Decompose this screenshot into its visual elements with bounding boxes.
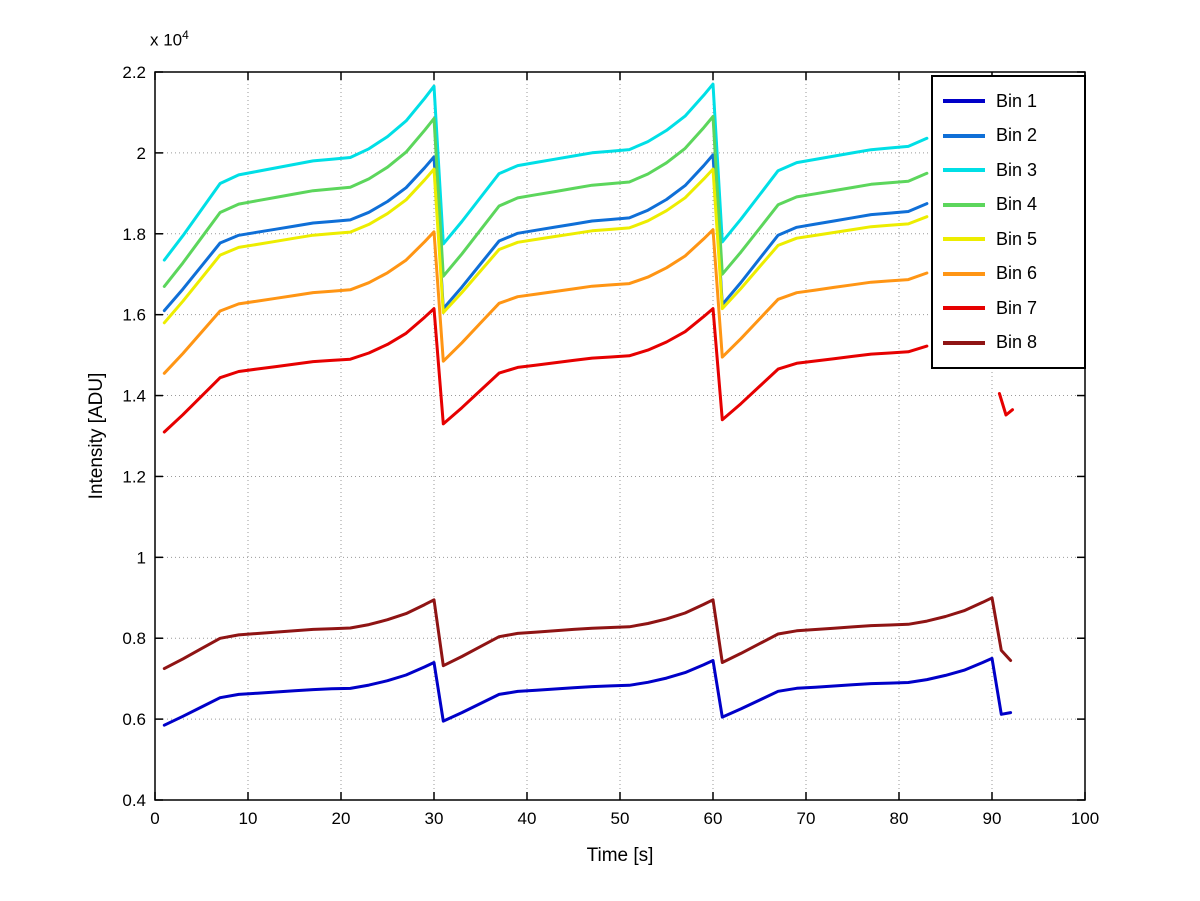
x-tick-label: 0 (150, 809, 159, 828)
legend-label: Bin 7 (996, 297, 1038, 318)
x-tick-label: 60 (704, 809, 723, 828)
series-line-bin-7 (997, 392, 1014, 417)
legend-entry: Bin 6 (943, 257, 1074, 292)
x-tick-label: 70 (797, 809, 816, 828)
series-line-bin-8 (162, 596, 1013, 671)
legend-box: Bin 1 Bin 2 Bin 3 Bin 4 Bin 5 Bin 6 Bin 7 Bin 8 (931, 75, 1086, 369)
series-line-bin-5 (162, 167, 929, 325)
grid-lines (155, 72, 1085, 800)
legend-entry: Bin 1 (943, 84, 1074, 119)
legend-line-swatch (943, 306, 985, 311)
x-tick-label: 90 (983, 809, 1002, 828)
legend-line-swatch (943, 168, 985, 173)
y-tick-label: 0.4 (122, 791, 146, 810)
series-line-bin-4 (162, 115, 929, 288)
y-axis-multiplier: x 104 (150, 28, 189, 51)
series-line-bin-7 (162, 307, 929, 434)
y-tick-label: 0.6 (122, 710, 146, 729)
legend-line-swatch (943, 202, 985, 207)
y-tick-label: 1.4 (122, 387, 146, 406)
y-tick-label: 2 (137, 144, 146, 163)
legend-label: Bin 1 (996, 90, 1038, 111)
legend-label: Bin 6 (996, 263, 1038, 284)
series-line-bin-2 (162, 153, 929, 313)
y-tick-label: 1.8 (122, 225, 146, 244)
legend-line-swatch (943, 340, 985, 345)
legend-entry: Bin 5 (943, 222, 1074, 257)
legend-label: Bin 3 (996, 159, 1038, 180)
x-tick-label: 80 (890, 809, 909, 828)
x-tick-label: 50 (611, 809, 630, 828)
legend-line-swatch (943, 133, 985, 138)
legend-label: Bin 5 (996, 228, 1038, 249)
x-tick-label: 30 (425, 809, 444, 828)
y-tick-label: 1.6 (122, 306, 146, 325)
legend-label: Bin 4 (996, 194, 1038, 215)
legend-entry: Bin 8 (943, 326, 1074, 361)
legend-label: Bin 8 (996, 332, 1038, 353)
x-tick-label: 40 (518, 809, 537, 828)
x-tick-label: 20 (332, 809, 351, 828)
legend-entry: Bin 2 (943, 119, 1074, 154)
legend-label: Bin 2 (996, 125, 1038, 146)
y-tick-label: 1.2 (122, 467, 146, 486)
y-axis-label: Intensity [ADU] (86, 372, 107, 500)
y-multiplier-prefix: x 10 (150, 30, 183, 50)
x-tick-label: 100 (1071, 809, 1099, 828)
y-multiplier-exponent: 4 (182, 28, 189, 42)
legend-entry: Bin 3 (943, 153, 1074, 188)
x-tick-label: 10 (239, 809, 258, 828)
legend-entry: Bin 7 (943, 291, 1074, 326)
y-tick-label: 1 (137, 548, 146, 567)
y-tick-label: 0.8 (122, 629, 146, 648)
series-line-bin-6 (162, 228, 929, 375)
axis-ticks: 0 10 20 30 40 50 60 70 80 90 100 0.4 0.6 0.8 1 1.2 1.4 1.… (122, 63, 1099, 828)
series-line-bin-1 (162, 656, 1013, 727)
series-line-bin-3 (162, 82, 929, 262)
y-tick-label: 2.2 (122, 63, 146, 82)
legend-line-swatch (943, 237, 985, 242)
legend-line-swatch (943, 99, 985, 104)
series-lines (162, 82, 1014, 727)
legend-line-swatch (943, 271, 985, 276)
x-axis-label: Time [s] (586, 845, 654, 866)
legend-entry: Bin 4 (943, 188, 1074, 223)
